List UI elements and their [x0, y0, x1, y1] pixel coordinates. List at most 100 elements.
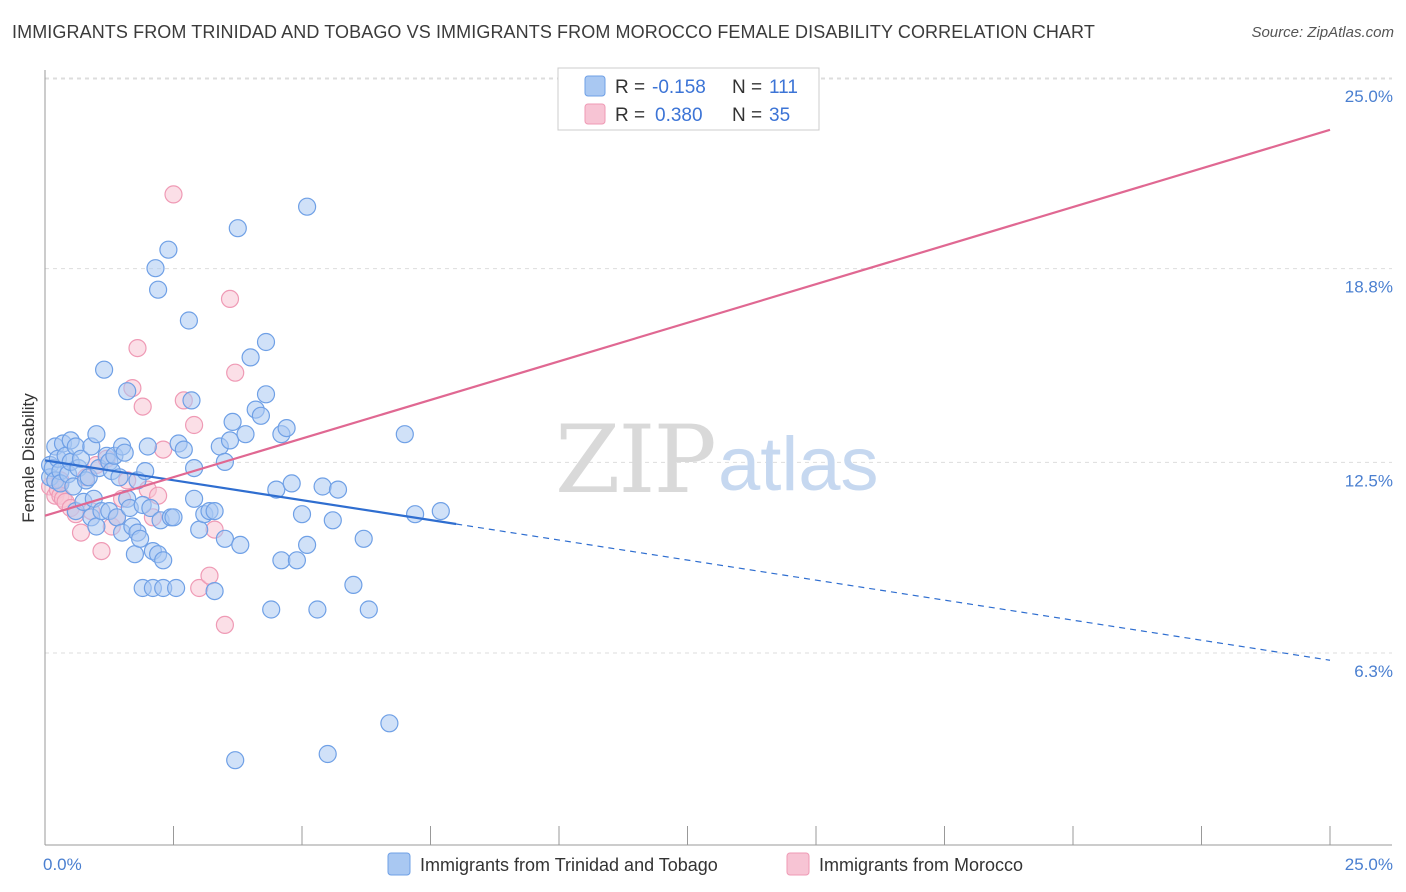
point-trinidad-43: [125, 545, 144, 564]
point-trinidad-104: [354, 529, 373, 548]
point-trinidad-50: [138, 437, 157, 456]
legend-swatch-morocco: [584, 103, 606, 125]
point-trinidad-95: [287, 551, 306, 570]
point-trinidad-105: [395, 425, 414, 444]
y-tick-label-3: 25.0%: [1345, 87, 1393, 106]
point-trinidad-17: [71, 449, 91, 468]
point-trinidad-83: [236, 425, 255, 444]
y-tick-label-1: 12.5%: [1345, 471, 1393, 490]
watermark-atlas: atlas: [718, 422, 879, 507]
chart-title: IMMIGRANTS FROM TRINIDAD AND TOBAGO VS I…: [12, 22, 1095, 42]
point-trinidad-87: [256, 385, 276, 404]
point-trinidad-86: [251, 406, 270, 425]
point-trinidad-24: [87, 425, 106, 444]
point-trinidad-102: [323, 511, 342, 530]
point-morocco-28: [185, 415, 204, 435]
point-morocco-25: [154, 440, 173, 459]
point-trinidad-100: [313, 477, 332, 496]
series-trinidad-points: [40, 197, 450, 770]
point-trinidad-60: [159, 240, 178, 259]
x-tick-label-min: 0.0%: [43, 855, 82, 874]
point-morocco-9: [71, 523, 91, 542]
point-trinidad-106: [406, 505, 425, 524]
point-trinidad-91: [272, 551, 291, 570]
point-trinidad-82: [231, 535, 250, 555]
bottom-legend-swatch-morocco: [786, 852, 810, 876]
legend-n-value-2: 35: [769, 105, 790, 126]
point-trinidad-74: [205, 502, 224, 521]
y-tick-labels: 6.3% 12.5% 18.8% 25.0%: [1345, 87, 1393, 681]
chart-source: Source: ZipAtlas.com: [1251, 24, 1394, 41]
point-trinidad-77: [215, 529, 234, 548]
point-morocco-30: [200, 566, 219, 585]
point-morocco-21: [133, 397, 152, 416]
point-trinidad-97: [298, 535, 317, 555]
point-trinidad-51: [141, 498, 160, 518]
point-trinidad-84: [241, 348, 260, 367]
point-morocco-26: [164, 185, 183, 204]
point-trinidad-70: [190, 520, 209, 539]
legend-r-label-2: R =: [615, 105, 645, 126]
y-tick-label-2: 18.8%: [1345, 278, 1393, 297]
point-trinidad-28: [94, 360, 114, 379]
point-trinidad-67: [182, 391, 201, 410]
bottom-legend-label-morocco: Immigrants from Morocco: [819, 855, 1023, 875]
point-morocco-20: [128, 339, 147, 358]
point-trinidad-81: [228, 219, 247, 238]
point-trinidad-66: [179, 311, 198, 330]
point-morocco-33: [220, 289, 240, 308]
legend-n-label-1: N =: [732, 77, 762, 98]
top-legend: R = -0.158 N = 111 R = 0.380 N = 35: [557, 67, 820, 131]
point-trinidad-110: [328, 480, 348, 499]
y-tick-label-0: 6.3%: [1354, 662, 1393, 681]
point-trinidad-99: [308, 600, 327, 619]
bottom-legend: Immigrants from Trinidad and Tobago Immi…: [387, 852, 1023, 876]
point-trinidad-109: [431, 502, 450, 521]
point-trinidad-89: [262, 600, 281, 619]
legend-swatch-trinidad: [584, 75, 606, 97]
legend-r-value-2: 0.380: [655, 105, 703, 126]
point-trinidad-69: [185, 489, 204, 508]
point-trinidad-90: [267, 480, 286, 499]
point-trinidad-88: [256, 332, 276, 352]
point-trinidad-63: [167, 578, 186, 598]
point-trinidad-93: [277, 419, 296, 438]
point-morocco-32: [215, 615, 234, 635]
y-axis-title: Female Disability: [19, 393, 38, 523]
series-morocco-points: [40, 185, 245, 635]
trendlines: [44, 128, 1331, 661]
x-tick-label-max: 25.0%: [1345, 855, 1393, 874]
watermark-zip: ZIP: [555, 406, 715, 515]
point-trinidad-80: [226, 751, 245, 770]
point-morocco-13: [92, 541, 111, 561]
point-trinidad-96: [292, 505, 312, 524]
trendline-trinidad-extension: [456, 523, 1331, 661]
point-trinidad-38: [115, 443, 134, 462]
legend-n-label-2: N =: [732, 105, 762, 126]
legend-r-value-1: -0.158: [652, 77, 706, 98]
point-trinidad-62: [164, 508, 183, 527]
point-trinidad-101: [318, 744, 337, 764]
trendline-morocco: [44, 128, 1331, 517]
point-trinidad-65: [174, 440, 193, 459]
point-trinidad-25: [87, 517, 106, 536]
point-trinidad-98: [298, 197, 317, 216]
point-trinidad-94: [282, 474, 301, 493]
point-trinidad-40: [118, 382, 137, 401]
point-trinidad-73: [205, 581, 224, 601]
point-trinidad-46: [131, 529, 150, 548]
point-morocco-34: [226, 363, 245, 382]
bottom-legend-swatch-trinidad: [387, 852, 411, 876]
watermark: ZIP atlas: [555, 406, 879, 515]
point-trinidad-108: [380, 714, 399, 733]
bottom-legend-label-trinidad: Immigrants from Trinidad and Tobago: [420, 855, 718, 875]
point-trinidad-103: [344, 575, 363, 595]
legend-n-value-1: 111: [769, 77, 798, 98]
x-ticks: [44, 826, 1331, 845]
legend-r-label-1: R =: [615, 77, 645, 98]
point-trinidad-55: [149, 280, 168, 299]
trendline-trinidad: [44, 459, 457, 526]
point-trinidad-54: [146, 259, 165, 278]
point-trinidad-78: [220, 431, 240, 450]
